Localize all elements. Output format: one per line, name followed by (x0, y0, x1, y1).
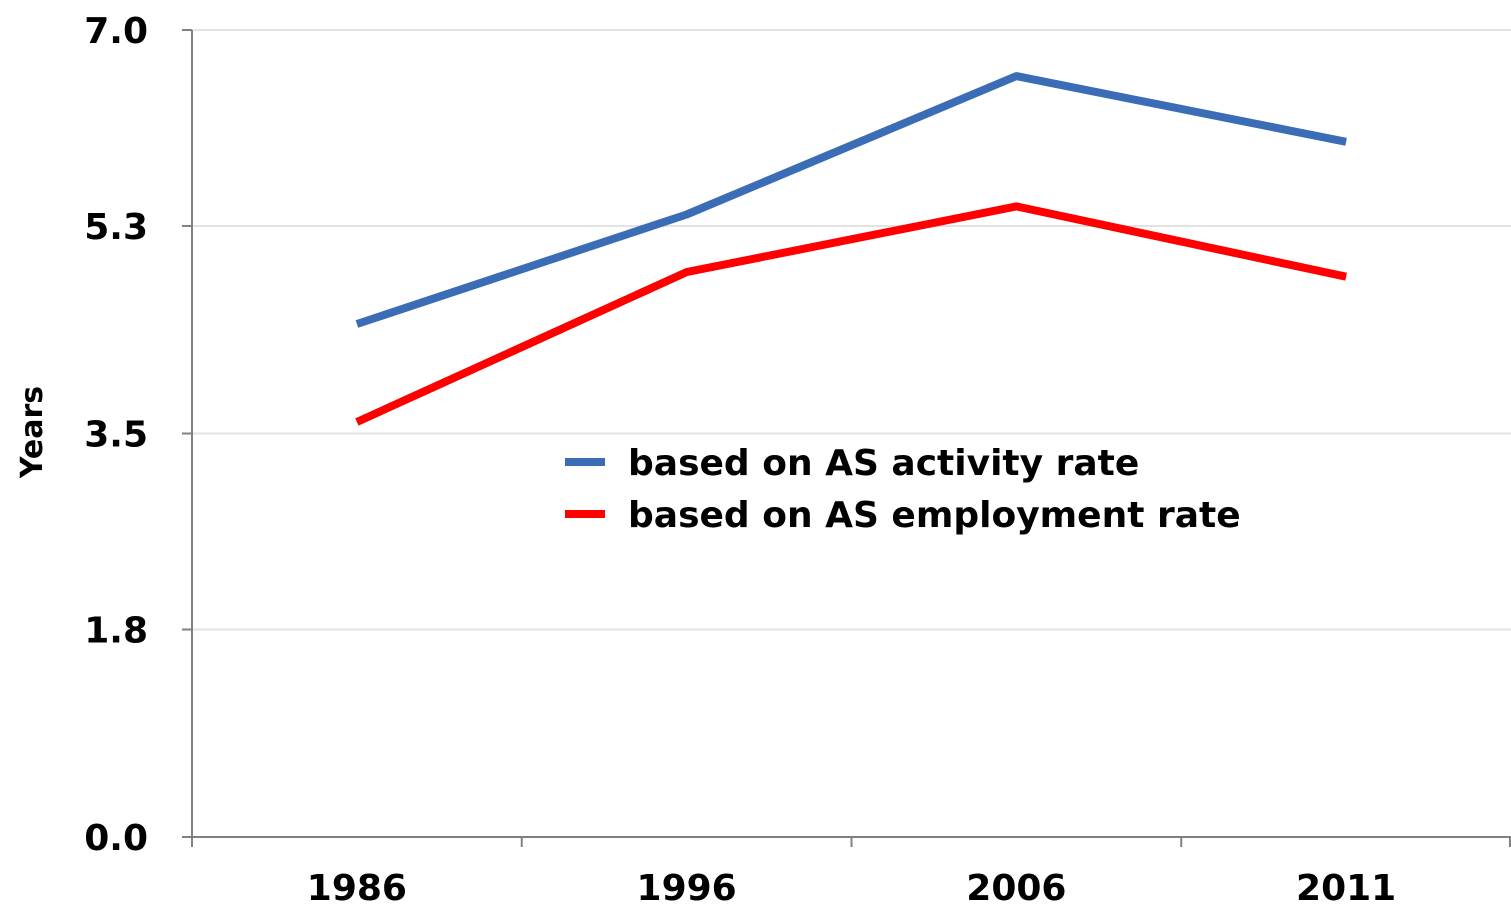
y-tick-labels: 0.0 1.8 3.5 5.3 7.0 (84, 11, 148, 859)
y-tick-label: 5.3 (84, 207, 148, 248)
y-tick-label: 0.0 (84, 818, 148, 859)
x-tick-labels: 1986 1996 2006 2011 (307, 868, 1396, 909)
legend: based on AS activity rate based on AS emp… (565, 443, 1241, 536)
legend-label: based on AS activity rate (628, 443, 1139, 484)
x-tick-label: 1996 (637, 868, 737, 909)
x-tick-label: 1986 (307, 868, 407, 909)
y-tick-label: 7.0 (84, 11, 148, 52)
gridlines (192, 29, 1511, 631)
series-line-1 (355, 72, 1347, 328)
y-tick-label: 1.8 (84, 610, 148, 651)
y-axis-title: Years (15, 386, 50, 479)
x-tick-label: 2006 (966, 868, 1066, 909)
axes (182, 29, 1511, 847)
series-line-2 (355, 202, 1347, 426)
y-tick-label: 3.5 (84, 415, 148, 456)
legend-label: based on AS employment rate (628, 495, 1241, 536)
x-tick-label: 2011 (1296, 868, 1396, 909)
series-lines (355, 72, 1347, 426)
